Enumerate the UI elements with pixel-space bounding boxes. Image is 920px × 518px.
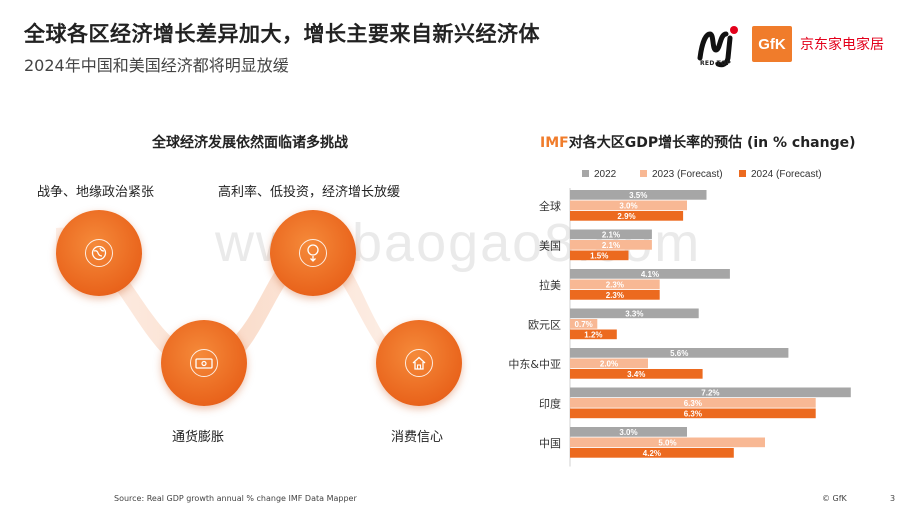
data-label: 3.3% (625, 309, 643, 318)
data-label: 1.5% (590, 251, 608, 260)
challenge-label-interest: 高利率、低投资，经济增长放缓 (218, 185, 401, 200)
challenge-label-confidence: 消费信心 (391, 430, 444, 445)
house-icon (405, 349, 433, 377)
globe-icon (85, 239, 113, 267)
gfk-logo: GfK (752, 26, 792, 62)
bar-1 (570, 358, 648, 369)
bar-0 (570, 427, 687, 437)
bar-2 (570, 369, 703, 379)
bar-1 (570, 200, 687, 211)
bar-0 (570, 229, 652, 240)
data-label: 2.3% (606, 280, 624, 289)
bar-0 (570, 308, 699, 319)
data-label: 3.4% (627, 370, 645, 379)
data-label: 2.1% (602, 241, 620, 250)
category-label: 中东&中亚 (508, 358, 561, 371)
data-label: 2.1% (602, 230, 620, 239)
bar-2 (570, 408, 816, 419)
jd-logo-text: 京东家电家居 (800, 37, 884, 53)
challenge-circle-inflation (161, 320, 247, 406)
bar-0 (570, 387, 851, 398)
bar-2 (570, 211, 684, 221)
data-label: 3.5% (629, 191, 647, 200)
money-icon (190, 349, 218, 377)
legend-swatch-2 (739, 170, 746, 177)
redtop-logo (697, 26, 738, 68)
data-label: 2.3% (606, 291, 624, 300)
category-label: 全球 (539, 199, 561, 213)
chart-title: IMF对各大区GDP增长率的预估 (in % change) (540, 132, 856, 152)
data-label: 4.1% (641, 270, 659, 279)
bar-2 (570, 329, 617, 340)
bar-1 (570, 240, 652, 250)
data-label: 2.9% (617, 212, 635, 221)
footer-source: Source: Real GDP growth annual % change … (114, 494, 357, 503)
category-label: 欧元区 (528, 318, 561, 331)
data-label: 3.0% (619, 201, 637, 210)
chart-title-prefix: IMF (540, 135, 569, 151)
legend-swatch-1 (640, 170, 647, 177)
legend-label-2: 2024 (Forecast) (751, 169, 822, 180)
bar-0 (570, 348, 789, 358)
bar-2 (570, 250, 629, 261)
data-label: 5.6% (670, 349, 688, 358)
page-number: 3 (890, 494, 896, 503)
legend-swatch-0 (582, 170, 589, 177)
legend-label-0: 2022 (594, 169, 617, 180)
category-label: 印度 (539, 396, 561, 410)
chart-title-text: 对各大区GDP增长率的预估 (in % change) (568, 135, 856, 151)
data-label: 2.0% (600, 359, 618, 368)
challenge-circle-war (56, 210, 142, 296)
data-label: 6.3% (684, 409, 702, 418)
challenge-circle-confidence (376, 320, 462, 406)
challenge-label-war: 战争、地缘政治紧张 (37, 185, 155, 200)
data-label: 7.2% (701, 388, 719, 397)
bar-0 (570, 269, 730, 279)
footer-copyright: © GfK (822, 494, 847, 503)
data-label: 1.2% (584, 330, 602, 339)
legend-label-1: 2023 (Forecast) (652, 169, 723, 180)
category-label: 美国 (539, 239, 561, 252)
redtop-logo-text: RED-TOP (700, 60, 732, 67)
data-label: 4.2% (643, 449, 661, 458)
bar-0 (570, 190, 707, 200)
category-label: 拉美 (539, 278, 561, 292)
gdp-bar-chart: 2022 2023 (Forecast) 2024 (Forecast) 全球 3.5%… (508, 169, 851, 467)
category-label: 中国 (539, 437, 561, 450)
data-label: 6.3% (684, 399, 702, 408)
coin-down-icon (299, 239, 327, 267)
challenge-circle-interest (270, 210, 356, 296)
data-label: 5.0% (658, 438, 676, 447)
bar-1 (570, 437, 765, 448)
page-title: 全球各区经济增长差异加大，增长主要来自新兴经济体 (24, 22, 540, 46)
challenge-label-inflation: 通货膨胀 (172, 430, 225, 445)
bar-1 (570, 319, 598, 329)
bar-2 (570, 290, 660, 300)
bar-1 (570, 279, 660, 290)
left-panel-title: 全球经济发展依然面临诸多挑战 (152, 135, 348, 151)
bar-2 (570, 448, 734, 458)
data-label: 0.7% (575, 320, 593, 329)
data-label: 3.0% (619, 428, 637, 437)
page-subtitle: 2024年中国和美国经济都将明显放缓 (24, 56, 289, 75)
bar-1 (570, 398, 816, 408)
